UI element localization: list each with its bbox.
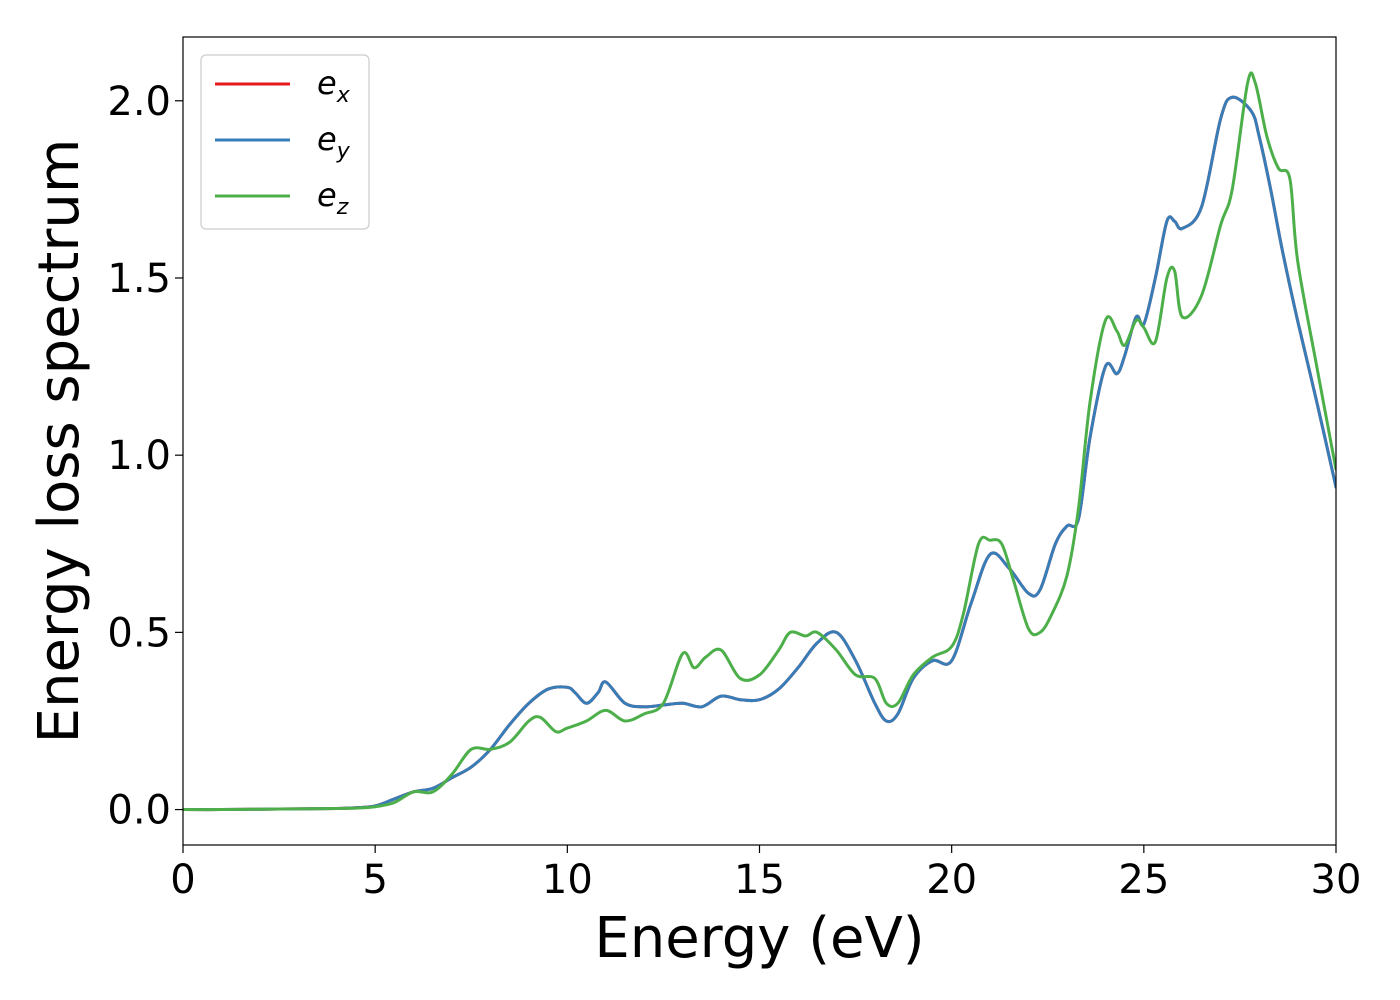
y-axis: 0.0 0.5 1.0 1.5 2.0 [107, 79, 183, 834]
y-tick-label: 0.0 [107, 788, 171, 834]
legend-label-main: e [317, 176, 337, 214]
x-tick-label: 5 [362, 857, 387, 903]
x-tick-label: 25 [1118, 857, 1169, 903]
y-axis-label: Energy loss spectrum [27, 139, 92, 744]
legend-label-ex: ex [317, 64, 351, 108]
legend-label-main: e [317, 64, 337, 102]
legend-label-subscript: x [336, 83, 351, 108]
legend-label-ey: ey [317, 120, 351, 164]
x-tick-label: 0 [170, 857, 195, 903]
series-line-ey [183, 95, 1336, 812]
legend-label-subscript: y [336, 139, 351, 164]
legend-label-subscript: z [336, 195, 349, 220]
x-tick-label: 30 [1311, 857, 1362, 903]
x-tick-label: 15 [734, 857, 785, 903]
series-line-ez [183, 71, 1336, 812]
x-tick-label: 20 [926, 857, 977, 903]
legend-label-ez: ez [317, 176, 349, 220]
x-axis: 0 5 10 15 20 25 30 [170, 845, 1361, 903]
y-tick-label: 1.5 [107, 256, 171, 302]
legend-box [200, 54, 370, 230]
legend-label-main: e [317, 120, 337, 158]
y-tick-label: 1.0 [107, 433, 171, 479]
x-axis-label: Energy (eV) [594, 906, 924, 971]
y-tick-label: 2.0 [107, 79, 171, 125]
x-tick-label: 10 [542, 857, 593, 903]
y-tick-label: 0.5 [107, 610, 171, 656]
plot-lines [183, 71, 1336, 812]
